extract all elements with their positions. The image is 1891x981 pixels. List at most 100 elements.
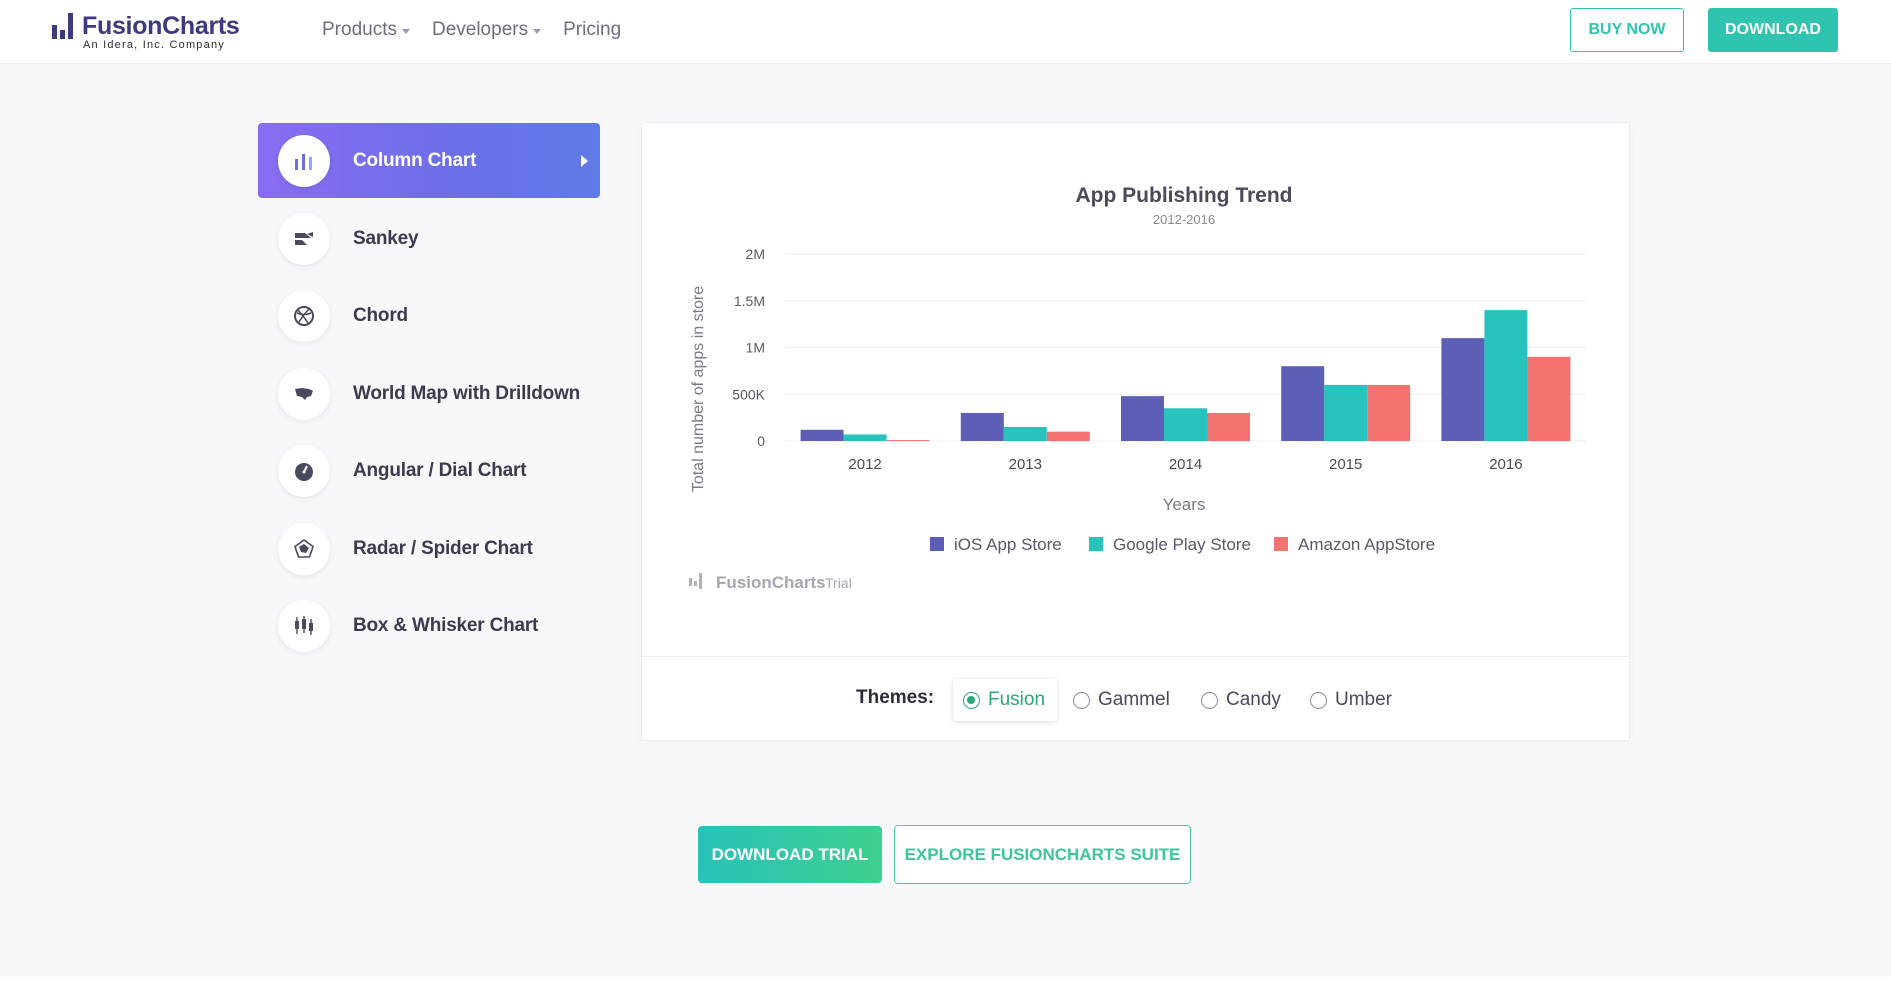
bar-2012-2[interactable] [886, 440, 930, 442]
fusioncharts-watermark: FusionCharts Trial [689, 573, 852, 592]
nav-products[interactable]: Products [322, 19, 410, 41]
bar-2014-2[interactable] [1207, 412, 1250, 441]
sidebar-item-world-map[interactable]: World Map with Drilldown [258, 355, 600, 433]
logo-bars-icon [52, 13, 76, 41]
chart-card: App Publishing Trend 2012-2016 0 500K 1M 1.… [641, 122, 1630, 741]
top-header: FusionCharts An Idera, Inc. Company Prod… [0, 0, 1891, 64]
sidebar-item-label: Angular / Dial Chart [353, 460, 527, 482]
sidebar-item-sankey[interactable]: Sankey [258, 200, 600, 278]
y-axis-ticks: 0 500K 1M 1.5M 2M [732, 246, 765, 449]
arrow-right-icon [581, 154, 588, 167]
themes-label: Themes: [856, 687, 935, 708]
bar-2016-0[interactable] [1441, 338, 1485, 441]
nav-pricing-label: Pricing [563, 19, 622, 40]
x-tick-label: 2012 [848, 456, 881, 473]
legend-item-0[interactable]: iOS App Store [930, 535, 1062, 554]
sidebar-item-column-chart[interactable]: Column Chart [258, 123, 600, 198]
download-button[interactable]: DOWNLOAD [1708, 8, 1838, 52]
chart-legend: iOS App Store Google Play Store Amazon App… [930, 535, 1435, 554]
sidebar-item-label: Radar / Spider Chart [353, 537, 533, 559]
radio-icon[interactable] [1201, 691, 1218, 709]
theme-selector: Themes: Fusion Gammel Candy Umber [642, 656, 1629, 741]
legend-label: Amazon AppStore [1298, 535, 1435, 554]
theme-option-label: Gammel [1098, 689, 1170, 710]
legend-swatch [930, 537, 944, 551]
radio-icon[interactable] [1073, 691, 1090, 709]
bar-series [800, 310, 1571, 442]
sidebar-item-angular-dial[interactable]: Angular / Dial Chart [258, 433, 600, 511]
theme-option-label: Candy [1226, 689, 1281, 710]
bar-2013-1[interactable] [1003, 426, 1047, 441]
fusioncharts-logo[interactable]: FusionCharts An Idera, Inc. Company [52, 13, 240, 51]
sidebar-item-label: Column Chart [353, 149, 477, 171]
bar-2016-2[interactable] [1527, 356, 1571, 441]
y-tick-label: 500K [732, 386, 765, 402]
watermark-text: FusionCharts [716, 573, 826, 592]
theme-option-umber[interactable]: Umber [1310, 679, 1392, 721]
bar-2016-1[interactable] [1484, 310, 1528, 441]
radio-icon[interactable] [1310, 691, 1327, 709]
bar-2013-0[interactable] [960, 412, 1004, 441]
sidebar-item-box-whisker[interactable]: Box & Whisker Chart [258, 588, 600, 666]
explore-suite-button[interactable]: EXPLORE FUSIONCHARTS SUITE [894, 825, 1191, 884]
legend-item-1[interactable]: Google Play Store [1089, 535, 1251, 554]
box-whisker-icon [278, 600, 330, 653]
legend-swatch [1089, 537, 1103, 551]
bar-2012-0[interactable] [800, 429, 844, 441]
download-trial-button[interactable]: DOWNLOAD TRIAL [698, 826, 882, 883]
y-tick-label: 1.5M [734, 293, 765, 309]
main-nav: Products Developers Pricing [322, 19, 621, 41]
bar-2015-2[interactable] [1367, 384, 1411, 441]
chord-icon [278, 290, 330, 343]
bar-2013-2[interactable] [1046, 431, 1090, 441]
chart-title: App Publishing Trend [1076, 184, 1293, 207]
sidebar-item-radar[interactable]: Radar / Spider Chart [258, 510, 600, 588]
y-tick-label: 0 [757, 433, 765, 449]
legend-swatch [1274, 537, 1288, 551]
bar-2014-1[interactable] [1164, 408, 1207, 441]
chart-subtitle: 2012-2016 [1153, 212, 1215, 227]
sidebar-item-label: World Map with Drilldown [353, 382, 581, 404]
x-axis-ticks: 2012 2013 2014 2015 2016 [848, 456, 1522, 473]
x-tick-label: 2016 [1489, 456, 1522, 473]
x-tick-label: 2013 [1009, 456, 1042, 473]
caret-down-icon [533, 28, 542, 34]
bar-2015-1[interactable] [1324, 384, 1368, 441]
column-chart-icon [278, 134, 330, 187]
watermark-logo-icon [689, 573, 702, 589]
radar-icon [278, 522, 330, 575]
legend-label: iOS App Store [954, 535, 1062, 554]
theme-option-label: Umber [1335, 689, 1393, 710]
nav-pricing[interactable]: Pricing [563, 19, 621, 41]
y-tick-label: 1M [746, 340, 765, 356]
radio-selected-icon[interactable] [963, 691, 980, 709]
sidebar-item-label: Chord [353, 305, 408, 327]
x-axis-label: Years [1163, 495, 1206, 514]
sidebar-item-label: Box & Whisker Chart [353, 615, 539, 637]
dial-icon [278, 445, 330, 498]
buy-now-button[interactable]: BUY NOW [1570, 8, 1684, 52]
sidebar-item-label: Sankey [353, 227, 419, 249]
nav-developers-label: Developers [431, 19, 529, 40]
sankey-icon [278, 212, 330, 265]
x-tick-label: 2014 [1169, 456, 1202, 473]
bar-2015-0[interactable] [1281, 366, 1325, 441]
x-tick-label: 2015 [1329, 456, 1362, 473]
watermark-suffix: Trial [825, 575, 852, 591]
logo-subtitle: An Idera, Inc. Company [83, 39, 225, 51]
legend-label: Google Play Store [1113, 535, 1251, 554]
bar-2014-0[interactable] [1121, 396, 1164, 441]
theme-option-candy[interactable]: Candy [1201, 679, 1281, 721]
theme-option-fusion[interactable]: Fusion [953, 679, 1058, 721]
column-chart[interactable]: App Publishing Trend 2012-2016 0 500K 1M 1.… [642, 123, 1631, 656]
bar-2012-1[interactable] [843, 434, 887, 441]
sidebar-item-chord[interactable]: Chord [258, 278, 600, 356]
chart-type-sidebar: Column Chart Sankey Chord World Map with… [258, 123, 600, 665]
nav-developers[interactable]: Developers [431, 19, 542, 41]
footer-edge [0, 977, 1891, 981]
y-axis-label: Total number of apps in store [690, 286, 707, 492]
legend-item-2[interactable]: Amazon AppStore [1274, 535, 1435, 554]
theme-option-gammel[interactable]: Gammel [1073, 679, 1170, 721]
map-icon [278, 367, 330, 420]
theme-option-label: Fusion [988, 689, 1046, 710]
